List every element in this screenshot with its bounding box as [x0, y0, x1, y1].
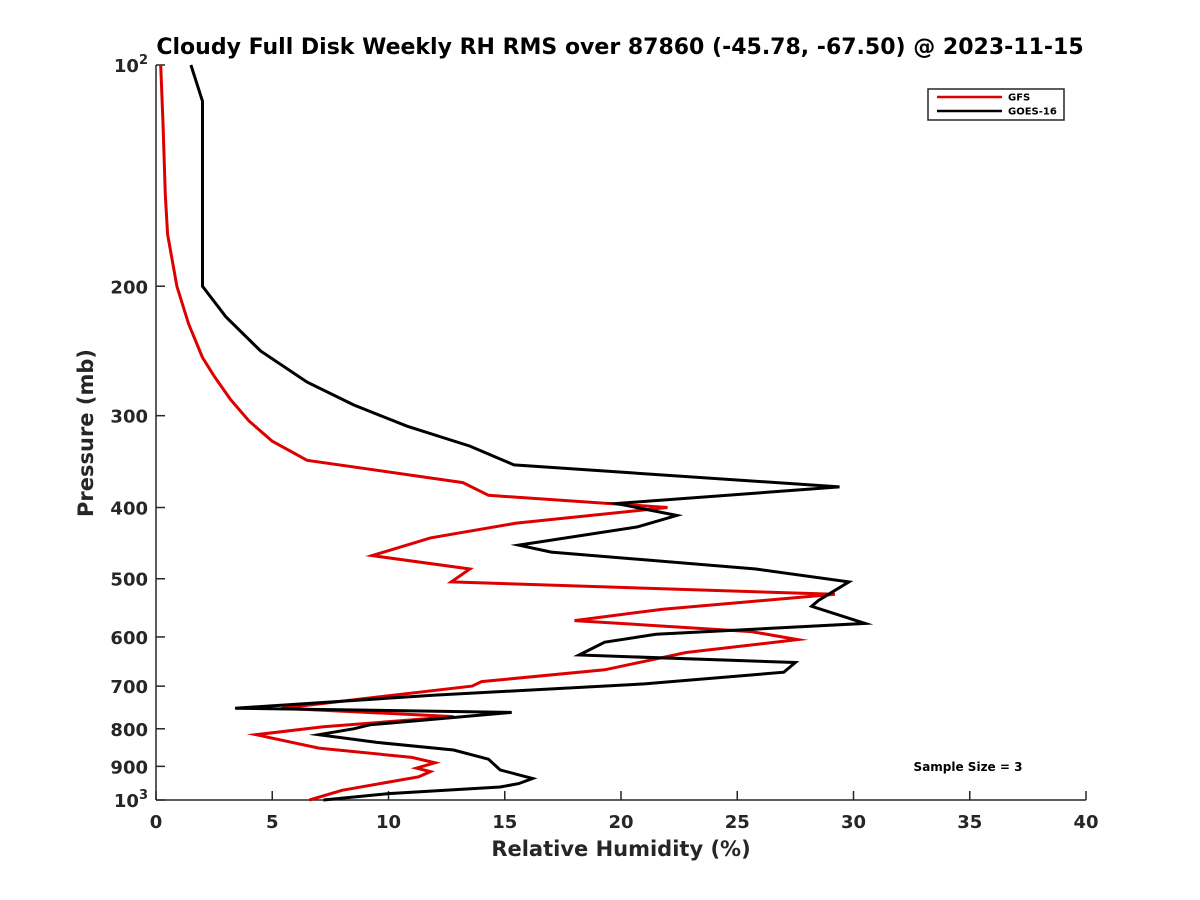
x-tick-label: 15 [492, 812, 517, 833]
y-ticks: 102 200 300 400 500 600 700 800 900 103 [110, 53, 165, 812]
y-tick-label: 102 [114, 53, 148, 77]
x-ticks: 0 5 10 15 20 25 30 35 40 [150, 791, 1099, 833]
x-tick-label: 10 [376, 812, 401, 833]
sample-size-annotation: Sample Size = 3 [914, 760, 1023, 774]
chart-title: Cloudy Full Disk Weekly RH RMS over 8786… [156, 35, 1083, 60]
y-tick-label: 200 [110, 277, 148, 298]
y-tick-label: 900 [110, 757, 148, 778]
x-tick-label: 30 [841, 812, 866, 833]
x-tick-label: 0 [150, 812, 163, 833]
x-tick-label: 25 [725, 812, 750, 833]
y-tick-label: 700 [110, 677, 148, 698]
legend-box [927, 88, 1065, 121]
legend: GFS GOES-16 [927, 88, 1065, 121]
y-tick-label: 600 [110, 628, 148, 649]
series-line-goes-16 [189, 64, 874, 802]
y-tick-label: 400 [110, 499, 148, 520]
y-tick-label: 300 [110, 407, 148, 428]
series-line-gfs [159, 64, 836, 802]
y-tick-label: 800 [110, 720, 148, 741]
legend-entries: GFS GOES-16 [937, 93, 1057, 118]
series-layer [159, 64, 874, 802]
y-axis-label: Pressure (mb) [74, 349, 98, 517]
x-tick-label: 5 [266, 812, 279, 833]
y-tick-label: 103 [114, 788, 148, 812]
x-axis-label: Relative Humidity (%) [491, 837, 750, 861]
legend-label: GOES-16 [1008, 107, 1057, 118]
legend-label: GFS [1008, 93, 1030, 104]
x-tick-label: 40 [1073, 812, 1098, 833]
x-tick-label: 35 [957, 812, 982, 833]
y-tick-label: 500 [110, 570, 148, 591]
x-tick-label: 20 [608, 812, 633, 833]
